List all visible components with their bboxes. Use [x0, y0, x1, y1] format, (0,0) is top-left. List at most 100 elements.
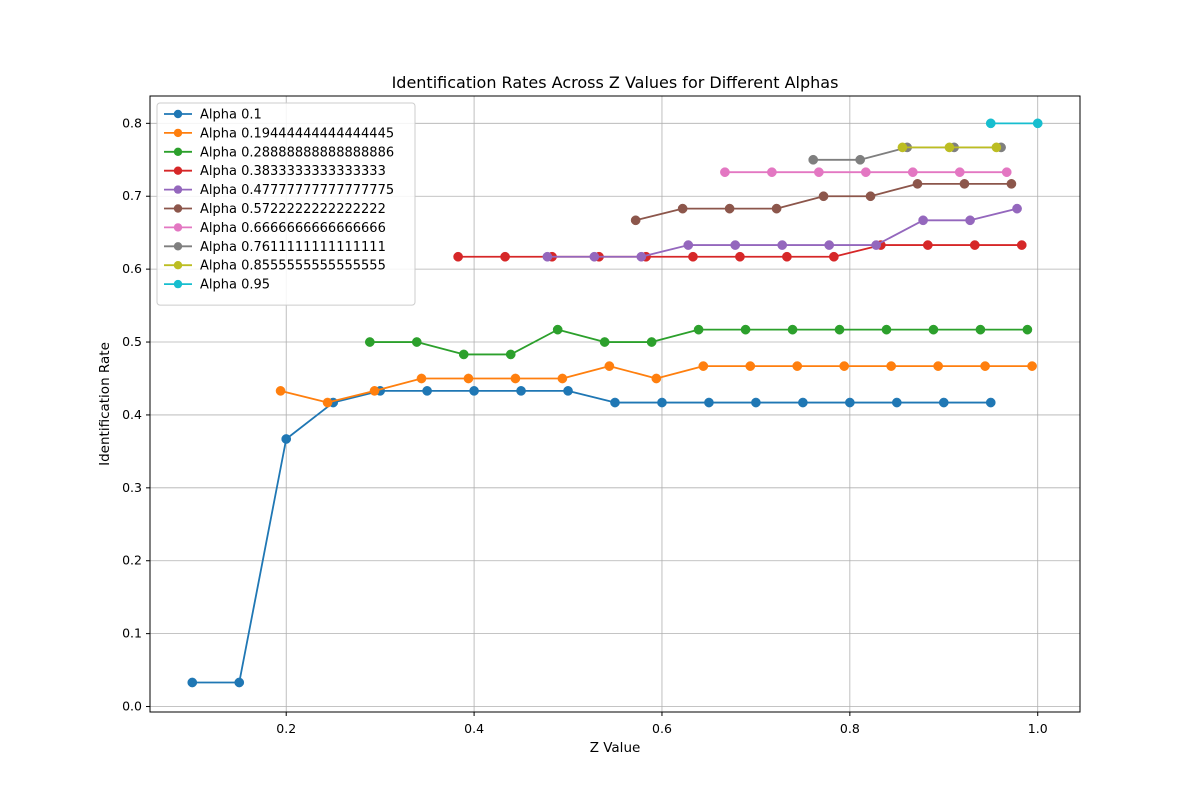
data-point — [453, 251, 463, 262]
data-point — [991, 142, 1002, 153]
data-point — [416, 373, 427, 384]
data-point — [589, 251, 600, 262]
legend-marker — [173, 261, 183, 270]
data-point — [975, 324, 986, 335]
legend-marker — [173, 147, 183, 156]
data-point — [542, 251, 553, 262]
legend-marker — [173, 279, 183, 289]
data-point — [860, 167, 871, 178]
data-point — [787, 324, 798, 335]
data-point — [771, 203, 782, 214]
data-point — [735, 251, 745, 262]
y-tick-label: 0.5 — [122, 334, 142, 349]
legend-label: Alpha 0.19444444444444445 — [200, 126, 394, 141]
data-point — [792, 361, 803, 371]
series-group — [630, 178, 1017, 226]
data-point — [275, 386, 286, 396]
data-point — [422, 386, 432, 396]
x-tick-label: 1.0 — [1028, 721, 1048, 736]
data-point — [463, 373, 474, 384]
data-point — [281, 434, 292, 444]
series-group — [720, 167, 1012, 178]
data-point — [724, 203, 735, 214]
data-point — [234, 677, 245, 688]
data-point — [839, 361, 850, 371]
legend-label: Alpha 0.6666666666666666 — [200, 221, 386, 236]
data-point — [782, 251, 792, 262]
data-point — [657, 397, 667, 408]
x-axis-label: Z Value — [590, 740, 641, 756]
data-point — [646, 337, 657, 347]
data-point — [897, 142, 908, 153]
data-point — [683, 240, 694, 250]
data-point — [552, 324, 563, 335]
data-point — [563, 386, 573, 396]
legend-marker — [173, 204, 183, 213]
legend-label: Alpha 0.5722222222222222 — [200, 202, 386, 217]
plot-frame — [149, 95, 1081, 713]
data-point — [1032, 118, 1043, 129]
data-point — [636, 251, 647, 262]
data-point — [505, 349, 516, 360]
legend: Alpha 0.1 Alpha 0.19444444444444445 Alpha … — [156, 102, 416, 306]
data-point — [751, 397, 761, 408]
chart-title: Identification Rates Across Z Values for… — [392, 73, 839, 92]
data-point — [938, 397, 949, 408]
data-point — [944, 142, 955, 153]
data-point — [369, 386, 380, 396]
data-point — [1016, 240, 1027, 250]
data-point — [844, 397, 855, 408]
x-tick-label: 0.4 — [464, 721, 484, 736]
data-point — [1006, 178, 1017, 189]
data-point — [824, 240, 835, 250]
series-group — [897, 142, 1002, 153]
series-layer — [187, 118, 1043, 688]
data-point — [954, 167, 965, 178]
series-group — [275, 361, 1037, 408]
data-point — [1027, 361, 1037, 371]
legend-label: Alpha 0.47777777777777775 — [200, 183, 394, 198]
data-point — [912, 178, 923, 189]
legend-box — [156, 102, 416, 306]
data-point — [918, 215, 928, 226]
data-point — [688, 251, 698, 262]
data-point — [720, 167, 730, 178]
legend-label: Alpha 0.7611111111111111 — [200, 240, 386, 255]
data-point — [610, 397, 620, 408]
data-point — [865, 191, 876, 202]
x-tick-label: 0.8 — [840, 721, 860, 736]
data-point — [730, 240, 741, 250]
data-point — [510, 373, 521, 384]
y-tick-label: 0.8 — [122, 115, 142, 130]
data-point — [808, 154, 819, 165]
data-point — [604, 361, 615, 371]
data-point — [704, 397, 714, 408]
y-tick-label: 0.7 — [122, 188, 142, 203]
legend-label: Alpha 0.3833333333333333 — [200, 164, 386, 179]
data-point — [1012, 203, 1022, 214]
data-point — [834, 324, 845, 335]
data-point — [500, 251, 510, 262]
y-tick-label: 0.3 — [122, 480, 142, 495]
data-point — [1022, 324, 1033, 335]
x-tick-label: 0.6 — [652, 721, 672, 736]
data-point — [891, 397, 902, 408]
data-point — [599, 337, 610, 347]
data-point — [364, 337, 375, 347]
data-point — [985, 118, 996, 129]
data-point — [651, 373, 662, 384]
data-point — [557, 373, 568, 384]
data-point — [969, 240, 980, 250]
data-point — [871, 240, 882, 250]
data-point — [933, 361, 944, 371]
data-point — [965, 215, 975, 226]
data-point — [516, 386, 526, 396]
data-point — [881, 324, 892, 335]
data-point — [829, 251, 839, 262]
legend-marker — [173, 166, 183, 175]
legend-marker — [173, 242, 183, 251]
data-point — [980, 361, 990, 371]
legend-label: Alpha 0.28888888888888886 — [200, 145, 394, 160]
